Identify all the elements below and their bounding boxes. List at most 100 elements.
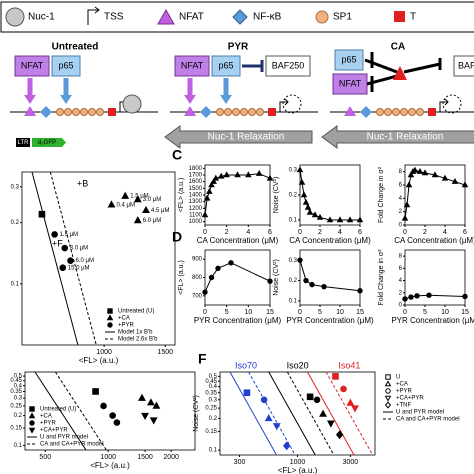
y-axis-label: Noise (CV²) [193,395,200,432]
point [346,398,355,406]
point [208,274,215,281]
p65-box [334,49,364,71]
point [296,166,304,173]
y-tick-label: 0.2 [289,278,298,284]
dna [170,98,318,118]
y-tick-label: 0.1 [14,443,23,449]
y-tick-label: 8 [399,169,403,175]
y-tick-label: 1700 [189,173,203,179]
y-tick-label: 0.2 [11,220,20,226]
x-tick-label: 0 [203,229,207,236]
t-icon [394,11,405,22]
panel-letter: F [198,351,207,367]
nfat-box [174,55,210,77]
x-tick-label: 15 [266,309,274,316]
point-label: 6.0 μM [143,218,161,224]
y-tick-label: 4 [399,278,403,284]
inhibit [364,52,442,92]
nuc-icon [5,7,25,27]
y-tick-label: 900 [192,257,203,263]
nfkb-icon [232,9,248,25]
point [313,396,321,404]
legend-label: U [396,375,400,381]
x-tick-label: 300 [234,459,246,466]
sp1-icon [315,10,329,24]
y-tick-label: 0.4 [14,383,23,389]
box-label: p65 [58,60,73,70]
y-tick-label: 8 [399,254,403,260]
point [431,171,439,178]
point [306,208,314,215]
sp1-site [376,108,384,116]
x-tick-label: 10 [441,309,449,316]
x-axis-label: <FL> (a.u.) [79,356,119,365]
point [59,264,67,272]
y-tick-label: 6 [399,266,403,272]
legend-label: NF-κB [253,12,282,23]
y-tick-label: 1300 [189,199,203,205]
y-tick-label: 0.45 [205,379,217,385]
nfkb-site [360,106,372,118]
point [402,296,408,302]
nfat-box [14,55,50,77]
annotation: +F [52,238,63,248]
x-axis-label: CA Concentration (μM) [289,236,371,245]
sp1-site [384,108,392,116]
y-tick-label: 800 [192,275,203,281]
y-axis-label: Fold Change in σ² [378,249,385,306]
sp1-site [408,108,416,116]
annotation: Iso70 [235,360,257,370]
point [411,166,419,173]
x-tick-label: 2000 [163,454,179,461]
gfp-arrow [32,138,66,147]
tss [439,98,449,112]
point [302,198,310,205]
point [326,420,335,428]
x-tick-label: 0 [403,309,407,316]
legend-marker [384,395,392,402]
point [264,413,273,422]
plot-frame [404,249,466,306]
sp1-site [400,108,408,116]
y-tick-label: 4 [399,196,403,202]
y-tick-label: 1200 [189,206,203,212]
point [206,187,213,194]
x-axis-label: <FL> (a.u.) [90,461,130,470]
y-tick-label: 0.3 [11,184,20,190]
point [149,417,158,425]
y-tick-label: 0.2 [289,193,298,199]
y-tick-label: 0.1 [289,299,298,305]
x-tick-label: 10 [336,309,344,316]
y-tick-label: 0.35 [10,389,22,395]
y-tick-label: 0.15 [205,429,217,435]
model-line [307,371,355,456]
model-line [229,371,277,456]
point [212,174,220,181]
point [141,412,149,420]
point [217,172,225,179]
dna [330,98,474,118]
sp1-site [56,108,64,116]
point-label: 3.0 μM [143,197,161,203]
inhibit [242,60,264,72]
y-tick-label: 0.5 [14,374,23,380]
point [133,195,142,203]
point [300,191,308,198]
nfat-site [344,106,356,116]
data-line [404,169,466,219]
x-tick-label: 5 [225,309,229,316]
point [215,265,221,272]
data-line [204,262,271,293]
x-tick-label: 4 [246,229,250,236]
y-tick-label: 2 [399,209,403,215]
box-label: BAF250 [272,60,305,70]
point [340,385,347,393]
point [356,216,364,223]
x-tick-label: 3000 [343,459,359,466]
y-tick-label: 1800 [189,166,203,172]
plot-frame [204,249,271,306]
y-tick-label: 0.4 [209,384,218,390]
point [201,211,209,218]
legend-marker [385,374,391,380]
baf-box [453,55,474,77]
